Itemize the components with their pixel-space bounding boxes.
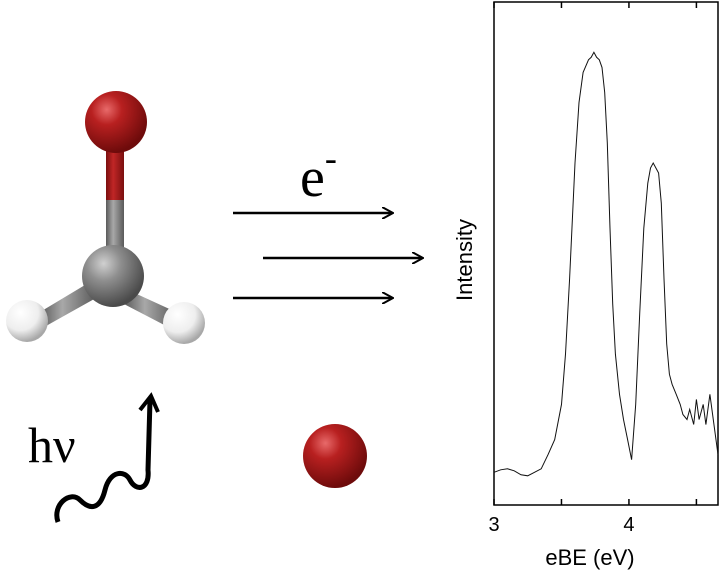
x-tick-label: 3 [488, 514, 499, 536]
carbon-atom [82, 245, 144, 307]
co-bond-oxygen-half [106, 140, 124, 202]
photon-label: hν [28, 417, 76, 473]
oxygen-anion-atom [303, 424, 367, 488]
hydrogen-atom-left [6, 300, 48, 342]
electron-label: e- [300, 138, 337, 209]
photon-arrowhead-icon [138, 392, 160, 413]
x-axis-label: eBE (eV) [545, 545, 634, 570]
spectrum-line [493, 51, 719, 477]
plot-frame [493, 1, 719, 506]
x-tick-label: 4 [623, 514, 634, 536]
ch-bond-left [40, 282, 96, 326]
formaldehyde-molecule [6, 91, 205, 344]
y-axis-label: Intensity [452, 219, 477, 301]
hydrogen-atom-right [163, 302, 205, 344]
ch-bond-right [124, 290, 176, 328]
photon-wave-icon [54, 399, 153, 523]
co-bond-carbon-half [106, 200, 124, 260]
oxygen-atom [85, 91, 147, 153]
